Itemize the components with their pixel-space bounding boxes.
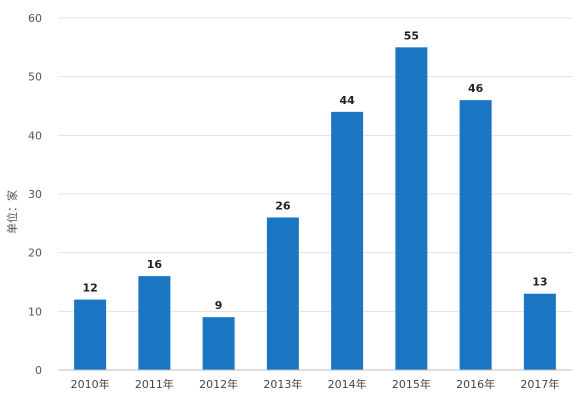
x-tick-label: 2016年 — [456, 377, 495, 391]
x-tick-label: 2017年 — [520, 377, 559, 391]
bar — [74, 299, 107, 370]
data-label: 44 — [339, 94, 355, 107]
data-label: 9 — [215, 299, 223, 312]
y-tick-label: 30 — [28, 188, 42, 201]
y-tick-label: 50 — [28, 71, 42, 84]
data-label: 55 — [404, 29, 419, 42]
x-tick-label: 2011年 — [135, 377, 174, 391]
y-tick-label: 20 — [28, 247, 42, 260]
data-labels: 12 16 9 26 44 55 46 13 — [82, 29, 547, 312]
x-tick-label: 2013年 — [263, 377, 302, 391]
gridlines — [58, 17, 572, 312]
x-tick-label: 2014年 — [328, 377, 367, 391]
bar — [138, 276, 171, 370]
bar — [523, 293, 556, 370]
y-tick-label: 40 — [28, 129, 42, 142]
x-tick-label: 2012年 — [199, 377, 238, 391]
y-axis-ticks: 0 10 20 30 40 50 60 — [28, 12, 42, 377]
x-tick-label: 2015年 — [392, 377, 431, 391]
y-tick-label: 0 — [35, 364, 42, 377]
bar — [331, 111, 364, 370]
data-label: 16 — [147, 258, 163, 271]
bar — [266, 217, 299, 370]
bar — [459, 100, 492, 370]
y-tick-label: 10 — [28, 305, 42, 318]
data-label: 12 — [82, 282, 97, 295]
data-label: 13 — [532, 276, 547, 289]
y-axis-label: 单位：家 — [5, 190, 19, 234]
x-axis-ticks: 2010年 2011年 2012年 2013年 2014年 2015年 2016年 2017年 — [71, 377, 560, 391]
x-tick-label: 2010年 — [71, 377, 110, 391]
bar — [202, 317, 235, 370]
y-tick-label: 60 — [28, 12, 42, 25]
bars — [74, 47, 556, 370]
bar — [395, 47, 428, 370]
data-label: 46 — [468, 82, 484, 95]
data-label: 26 — [275, 199, 291, 212]
